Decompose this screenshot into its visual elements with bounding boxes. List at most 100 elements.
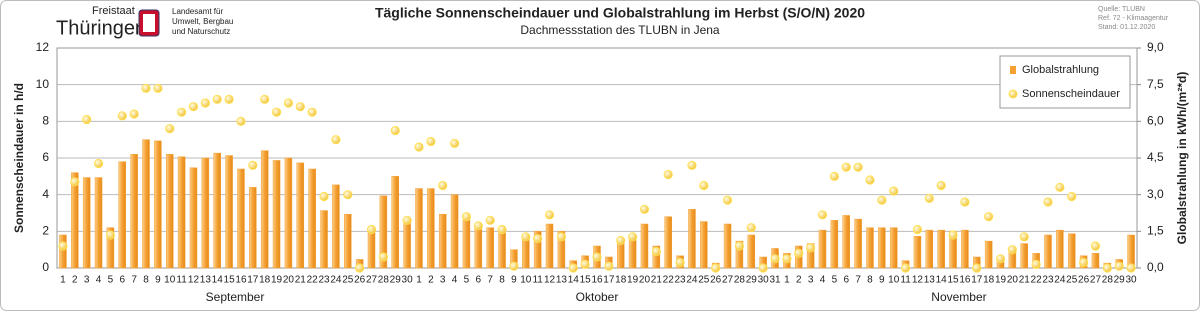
x-tick-label: 4	[820, 275, 826, 286]
bar	[59, 234, 67, 269]
x-tick-label: 6	[119, 275, 125, 286]
bar	[652, 245, 661, 269]
month-label: September	[206, 290, 265, 304]
bar	[925, 229, 934, 269]
dot	[592, 252, 602, 262]
dot	[129, 109, 139, 119]
dot	[936, 180, 946, 191]
dot	[865, 175, 875, 185]
dot	[1019, 232, 1029, 242]
bar	[545, 223, 554, 269]
dot	[746, 223, 756, 233]
dot	[580, 259, 590, 269]
legend-swatch	[1008, 89, 1018, 99]
x-tick-label: 7	[131, 275, 137, 286]
bar	[1020, 243, 1029, 269]
dot	[1126, 263, 1136, 273]
bar	[225, 155, 233, 269]
dot	[533, 234, 543, 244]
bar	[189, 167, 198, 269]
dot	[153, 83, 163, 93]
bar	[664, 216, 672, 269]
y2-tick-label: 1,5	[1147, 224, 1164, 238]
x-tick-label: 18	[615, 275, 627, 286]
bar	[533, 231, 542, 269]
dot	[687, 160, 697, 170]
x-tick-label: 3	[808, 275, 814, 286]
bar	[296, 162, 305, 269]
x-tick-label: 7	[487, 275, 493, 286]
x-tick-label: 27	[1090, 275, 1102, 286]
dot	[1055, 182, 1065, 192]
x-tick-label: 11	[532, 275, 543, 286]
bar	[154, 140, 162, 269]
x-tick-label: 15	[580, 275, 592, 286]
dot	[900, 263, 911, 273]
x-tick-label: 19	[995, 275, 1007, 286]
source-line: Stand: 01.12.2020	[1098, 24, 1155, 31]
y-tick-label: 8	[42, 114, 49, 128]
x-tick-label: 8	[143, 275, 149, 286]
legend-swatch	[1010, 66, 1016, 74]
bar	[106, 227, 115, 269]
source-line: Quelle: TLUBN	[1098, 6, 1145, 13]
bar	[415, 188, 423, 269]
month-label: November	[931, 290, 986, 304]
x-tick-label: 3	[440, 275, 446, 286]
chart-subtitle: Dachmessstation des TLUBN in Jena	[520, 23, 720, 37]
dot	[200, 98, 210, 108]
x-tick-label: 8	[499, 275, 505, 286]
x-tick-label: 1	[416, 275, 422, 286]
dot	[449, 138, 460, 148]
bar	[201, 157, 210, 269]
chart-title: Tägliche Sonnenscheindauer und Globalstr…	[375, 5, 865, 21]
bar	[474, 227, 483, 269]
x-tick-label: 24	[686, 275, 698, 286]
dot	[331, 135, 341, 145]
x-tick-label: 5	[108, 275, 114, 286]
dot	[188, 102, 199, 112]
x-tick-label: 31	[769, 275, 781, 286]
x-tick-label: 7	[855, 275, 861, 286]
bar	[842, 215, 850, 269]
month-label: Oktober	[576, 290, 619, 304]
x-tick-label: 27	[366, 275, 378, 286]
bar	[700, 221, 708, 269]
x-tick-label: 17	[603, 275, 615, 286]
bar	[450, 194, 459, 269]
bar	[165, 154, 174, 269]
y2-tick-label: 9,0	[1147, 40, 1164, 54]
dot	[924, 193, 934, 203]
bar	[320, 210, 328, 269]
x-tick-label: 26	[710, 275, 722, 286]
x-tick-label: 16	[959, 275, 971, 286]
dot	[390, 125, 400, 136]
bar	[177, 156, 186, 269]
dot	[426, 136, 436, 147]
bar	[118, 161, 127, 269]
x-tick-label: 23	[675, 275, 687, 286]
bar	[367, 228, 376, 269]
x-tick-label: 9	[511, 275, 517, 286]
x-tick-label: 14	[212, 275, 224, 286]
x-tick-label: 5	[832, 275, 838, 286]
y2-tick-label: 4,5	[1147, 150, 1164, 164]
x-tick-label: 28	[1102, 275, 1114, 286]
dot	[485, 215, 495, 225]
bar	[640, 223, 649, 269]
dot	[260, 94, 270, 104]
x-tick-label: 26	[1078, 275, 1090, 286]
bar	[379, 195, 388, 269]
bar	[237, 168, 245, 269]
bar	[213, 152, 221, 269]
dot	[105, 230, 116, 240]
dot	[414, 142, 424, 152]
x-tick-label: 18	[983, 275, 995, 286]
x-tick-label: 28	[378, 275, 390, 286]
dot	[722, 195, 733, 205]
bar	[913, 235, 922, 269]
logo-name: Thüringen	[56, 17, 146, 39]
x-tick-label: 26	[354, 275, 366, 286]
x-tick-label: 10	[164, 275, 176, 286]
